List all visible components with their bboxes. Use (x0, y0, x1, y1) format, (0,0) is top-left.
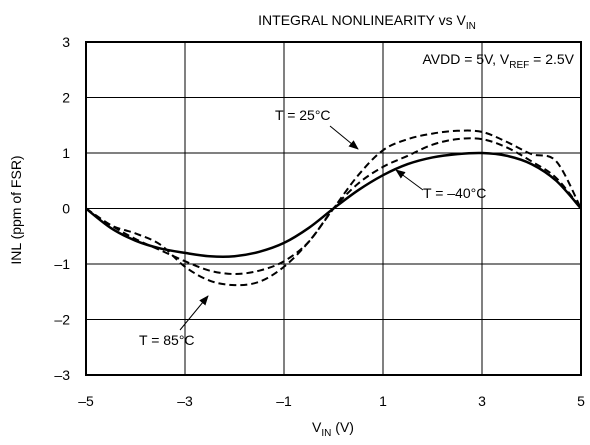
annotation-25c: T = 25°C (275, 107, 359, 150)
x-axis-label-unit: (V) (331, 419, 354, 435)
x-tick-label: –3 (177, 393, 193, 409)
condition-sub: REF (509, 60, 529, 71)
x-axis-label-main: V (312, 419, 322, 435)
annotation-25c-label: T = 25°C (275, 107, 331, 123)
series-layer (85, 129, 582, 287)
plot-frame (85, 41, 582, 376)
ticks-layer: –5 –3 –1 1 3 5 3 2 1 0 –1 –2 –3 (54, 34, 585, 409)
condition-label: AVDD = 5V, VREF = 2.5V (422, 51, 574, 71)
annotation-85c-label: T = 85°C (139, 332, 195, 348)
annotation-m40c: T = –40°C (395, 169, 486, 201)
y-tick-label: 1 (62, 145, 70, 161)
x-tick-label: 5 (577, 393, 585, 409)
chart-title-main: INTEGRAL NONLINEARITY vs V (258, 12, 466, 28)
annotation-m40c-arrow (395, 169, 424, 191)
chart-title: INTEGRAL NONLINEARITY vs VIN (258, 12, 476, 32)
series-line-1 (85, 151, 582, 258)
y-axis-label: INL (ppm of FSR) (8, 155, 24, 264)
y-tick-label: 0 (62, 201, 70, 217)
x-tick-label: –5 (78, 393, 94, 409)
annotation-85c-arrow (179, 295, 209, 331)
x-axis-label: VIN (V) (312, 419, 354, 439)
annotation-25c-arrow (329, 125, 359, 150)
y-tick-label: 3 (62, 34, 70, 50)
x-tick-label: –1 (276, 393, 292, 409)
y-tick-label: –2 (54, 312, 70, 328)
series-line-0 (85, 137, 582, 275)
y-tick-label: 2 (62, 90, 70, 106)
x-axis-label-sub: IN (321, 428, 331, 439)
chart-title-sub: IN (466, 21, 476, 32)
y-tick-label: –3 (54, 367, 70, 383)
y-tick-label: –1 (54, 256, 70, 272)
condition-suffix: = 2.5V (529, 51, 574, 67)
series-line-2 (85, 129, 582, 287)
annotation-m40c-label: T = –40°C (423, 185, 486, 201)
annotation-85c: T = 85°C (139, 295, 209, 348)
x-tick-label: 1 (379, 393, 387, 409)
x-tick-label: 3 (478, 393, 486, 409)
condition-prefix: AVDD = 5V, V (422, 51, 509, 67)
